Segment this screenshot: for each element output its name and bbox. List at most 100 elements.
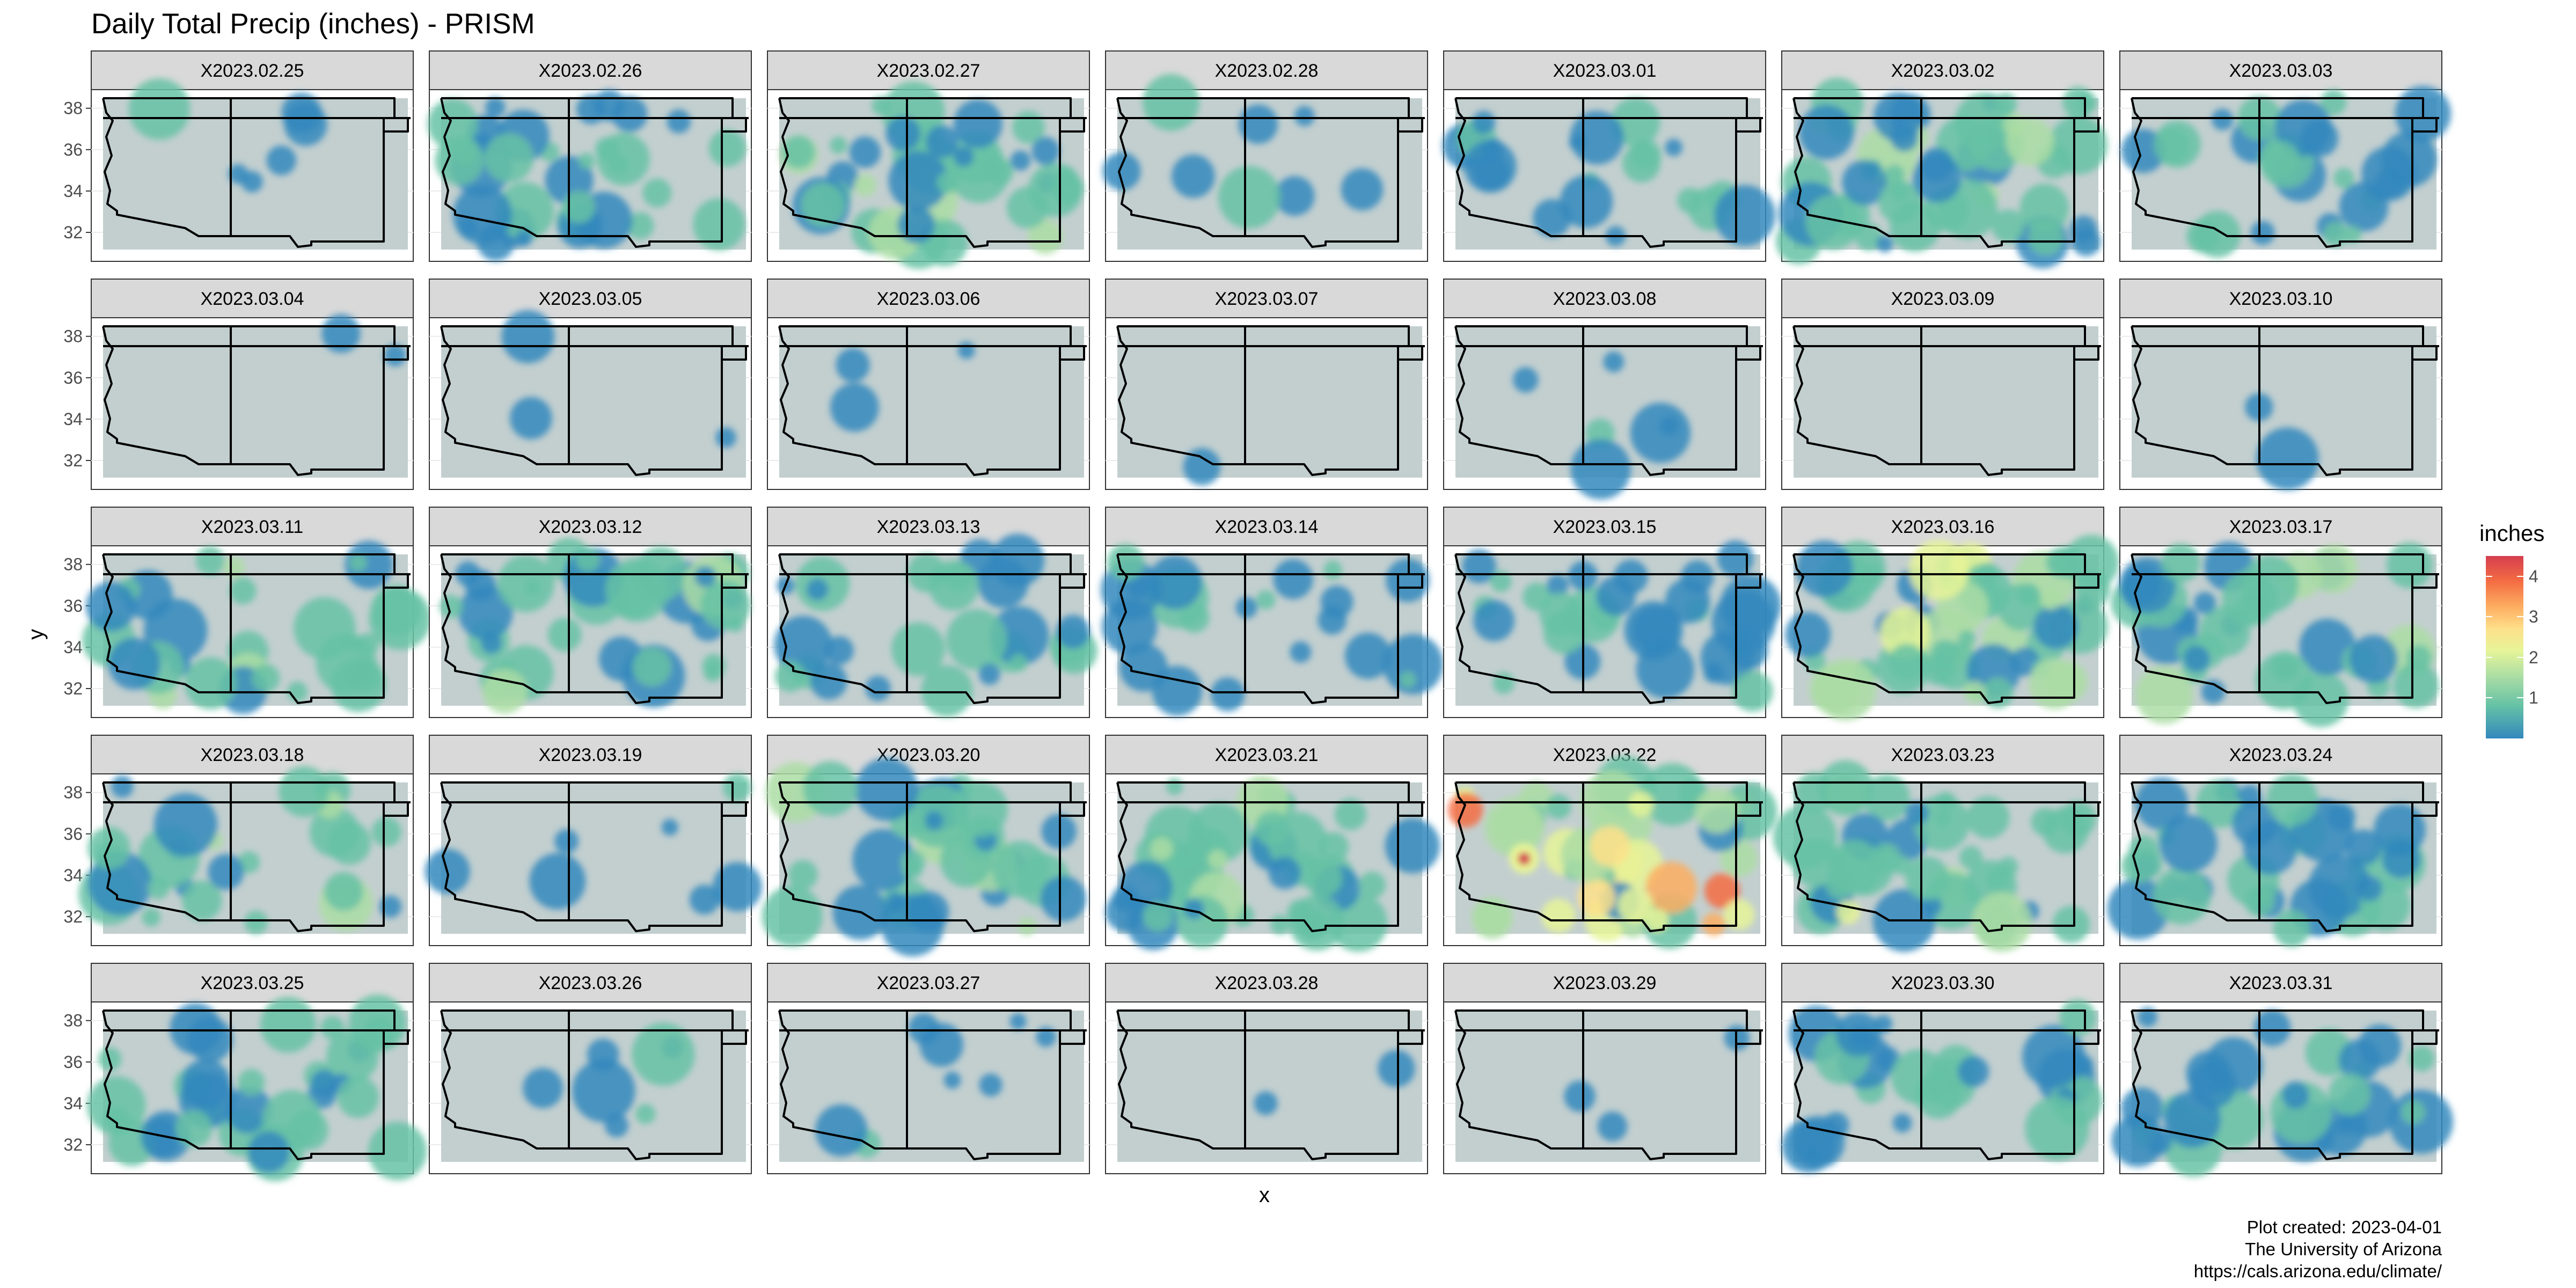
precip-cell	[427, 99, 478, 149]
facet-strip-label: X2023.03.23	[1891, 745, 1995, 765]
precip-cell	[1889, 201, 1941, 252]
y-tick-label: 32	[63, 451, 83, 470]
facet-panels: X2023.02.25 X2023.02.26 X2023.02.27 X2023.0…	[78, 50, 2454, 1182]
precip-cell	[1492, 802, 1540, 850]
precip-cell	[208, 854, 244, 890]
precip-cell	[1892, 855, 1912, 875]
facet-strip	[2119, 279, 2442, 318]
precip-cell	[279, 766, 330, 817]
map-land	[103, 326, 408, 478]
precip-field	[427, 89, 747, 261]
legend-tick-label: 4	[2529, 566, 2538, 586]
precip-cell	[111, 775, 134, 798]
precip-cell	[1905, 801, 1929, 825]
facet-strip-label: X2023.03.01	[1553, 61, 1657, 81]
facet-strip-label: X2023.03.11	[201, 517, 303, 537]
precip-cell	[195, 546, 225, 575]
facet-strip	[1443, 963, 1766, 1002]
facet-panel: X2023.03.01	[1442, 50, 1776, 262]
state-boundaries	[1116, 325, 1425, 476]
precip-cell	[2060, 801, 2096, 837]
facet-strip-label: X2023.03.27	[877, 973, 980, 993]
precip-field	[1776, 77, 2107, 269]
facet-strip-label: X2023.03.24	[2229, 745, 2333, 765]
precip-cell	[891, 622, 945, 676]
precip-cell	[482, 669, 528, 714]
precip-cell	[712, 862, 762, 912]
precip-cell	[1183, 448, 1221, 486]
state-boundaries	[1116, 1009, 1425, 1160]
precip-cell	[1102, 152, 1141, 191]
precip-cell	[2074, 571, 2111, 608]
precip-cell	[1334, 798, 1367, 831]
precip-cell	[1665, 138, 1682, 157]
facet-strip-label: X2023.03.13	[877, 517, 980, 537]
precip-cell	[309, 807, 360, 858]
precip-cell	[865, 675, 891, 701]
state-boundaries	[102, 781, 411, 932]
precip-cell	[1577, 878, 1615, 917]
precip-cell	[810, 662, 847, 700]
precip-cell	[1884, 164, 1905, 185]
precip-cell	[1785, 611, 1831, 658]
facet-strip	[767, 50, 1090, 90]
precip-cell	[2045, 547, 2075, 577]
precip-cell	[2022, 1024, 2086, 1088]
precip-cell	[1702, 912, 1726, 936]
facet-strip-label: X2023.03.05	[539, 289, 642, 309]
facet-strip	[91, 963, 414, 1002]
map-land	[1794, 326, 2098, 478]
y-tick-label: 36	[63, 596, 83, 616]
precip-cell	[1959, 846, 1983, 869]
precip-cell	[1804, 1146, 1821, 1163]
precip-cell	[1107, 544, 1145, 581]
facet-panel: X2023.03.07	[1105, 279, 1428, 490]
precip-field	[1183, 448, 1221, 486]
precip-cell	[2260, 141, 2300, 180]
precip-cell	[142, 908, 161, 927]
precip-cell	[1596, 576, 1636, 616]
precip-cell	[288, 1109, 329, 1151]
precip-cell	[368, 1122, 427, 1181]
state-boundaries	[2131, 325, 2439, 476]
state-boundaries	[440, 325, 749, 476]
y-tick-label: 38	[63, 327, 83, 346]
precip-field	[2107, 773, 2426, 947]
legend-tick-label: 2	[2529, 647, 2538, 667]
precip-cell	[2003, 113, 2026, 136]
precip-cell	[2256, 427, 2319, 491]
precip-cell	[248, 1131, 290, 1173]
facet-panel: X2023.03.21	[1105, 735, 1440, 952]
state-boundaries	[778, 1009, 1087, 1160]
precip-cell	[2320, 89, 2347, 115]
precip-cell	[1954, 92, 2015, 153]
precip-cell	[1541, 898, 1576, 933]
precip-cell	[1814, 659, 1877, 721]
facet-strip-label: X2023.03.03	[2229, 61, 2333, 81]
facet-panel: X2023.03.11	[82, 507, 431, 718]
precip-cell	[1183, 898, 1204, 919]
precip-cell	[576, 94, 606, 125]
precip-cell	[1636, 640, 1695, 699]
facet-panel: X2023.03.02	[1776, 50, 2107, 269]
precip-cell	[1344, 632, 1392, 679]
precip-cell	[1400, 671, 1416, 688]
precip-field	[1512, 351, 1691, 500]
precip-cell	[1628, 792, 1654, 817]
precip-cell	[184, 657, 237, 709]
precip-cell	[2254, 1009, 2291, 1046]
precip-cell	[919, 1022, 964, 1067]
facet-strip-label: X2023.03.06	[877, 289, 980, 309]
precip-cell	[1827, 840, 1882, 895]
precip-cell	[1892, 1113, 1912, 1133]
precip-cell	[2135, 777, 2189, 830]
precip-field	[1782, 999, 2103, 1173]
precip-cell	[1256, 590, 1276, 610]
precip-cell	[509, 397, 552, 440]
precip-cell	[2357, 875, 2382, 902]
precip-cell	[310, 1070, 339, 1098]
precip-cell	[2349, 635, 2398, 683]
precip-cell	[2183, 646, 2210, 672]
precip-cell	[885, 116, 921, 151]
precip-cell	[2111, 1114, 2164, 1167]
